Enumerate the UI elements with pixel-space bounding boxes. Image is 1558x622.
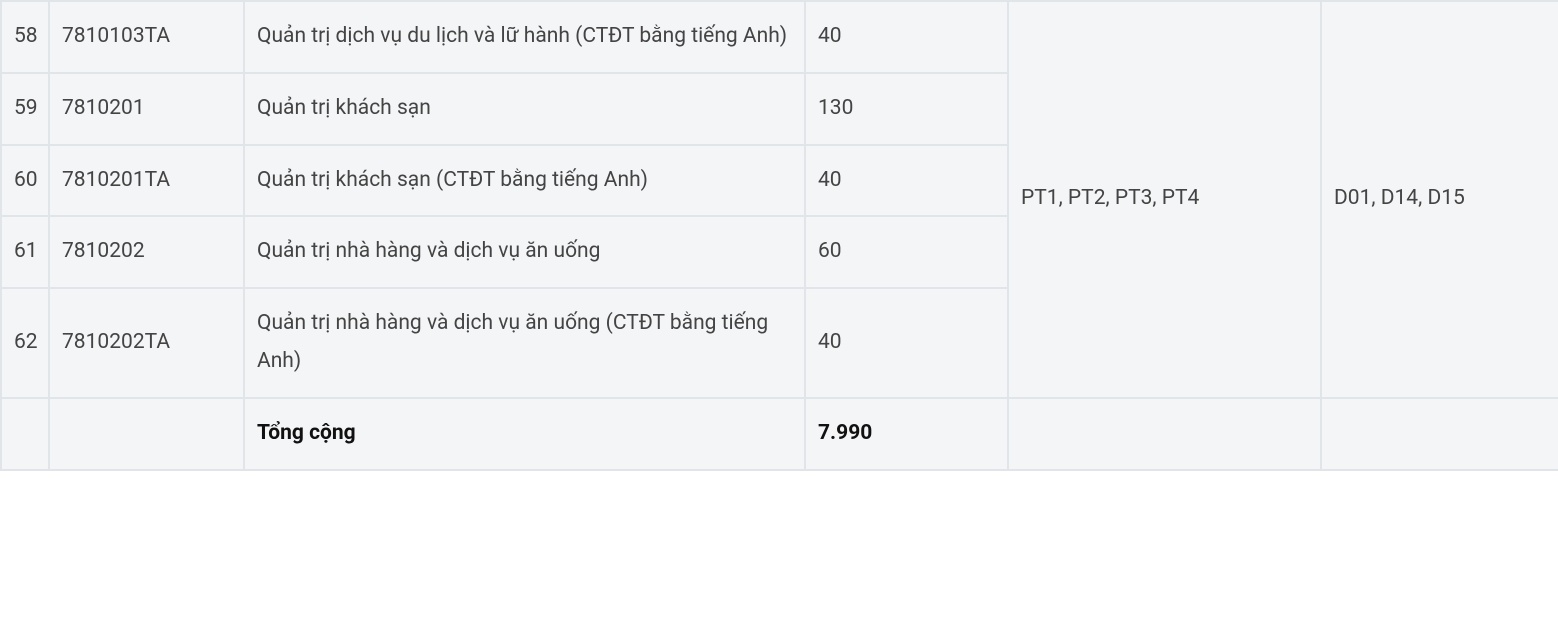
cell-name: Quản trị khách sạn <box>244 73 805 145</box>
cell-d-empty <box>1321 398 1558 470</box>
cell-name: Quản trị nhà hàng và dịch vụ ăn uống (CT… <box>244 288 805 398</box>
total-row: Tổng cộng 7.990 <box>1 398 1558 470</box>
cell-num: 40 <box>805 1 1008 73</box>
program-table: 58 7810103TA Quản trị dịch vụ du lịch và… <box>0 0 1558 471</box>
cell-num: 40 <box>805 288 1008 398</box>
cell-idx: 61 <box>1 216 49 288</box>
cell-code: 7810202TA <box>49 288 244 398</box>
cell-name: Quản trị nhà hàng và dịch vụ ăn uống <box>244 216 805 288</box>
cell-idx: 58 <box>1 1 49 73</box>
cell-num: 130 <box>805 73 1008 145</box>
cell-d-merged: D01, D14, D15 <box>1321 1 1558 398</box>
cell-name: Quản trị dịch vụ du lịch và lữ hành (CTĐ… <box>244 1 805 73</box>
cell-code-empty <box>49 398 244 470</box>
cell-idx-empty <box>1 398 49 470</box>
cell-code: 7810201TA <box>49 145 244 217</box>
cell-code: 7810201 <box>49 73 244 145</box>
cell-total-value: 7.990 <box>805 398 1008 470</box>
cell-code: 7810103TA <box>49 1 244 73</box>
table-row: 58 7810103TA Quản trị dịch vụ du lịch và… <box>1 1 1558 73</box>
cell-total-label: Tổng cộng <box>244 398 805 470</box>
cell-name: Quản trị khách sạn (CTĐT bằng tiếng Anh) <box>244 145 805 217</box>
cell-idx: 59 <box>1 73 49 145</box>
cell-idx: 60 <box>1 145 49 217</box>
cell-num: 40 <box>805 145 1008 217</box>
cell-idx: 62 <box>1 288 49 398</box>
cell-pt-merged: PT1, PT2, PT3, PT4 <box>1008 1 1321 398</box>
cell-num: 60 <box>805 216 1008 288</box>
cell-pt-empty <box>1008 398 1321 470</box>
cell-code: 7810202 <box>49 216 244 288</box>
